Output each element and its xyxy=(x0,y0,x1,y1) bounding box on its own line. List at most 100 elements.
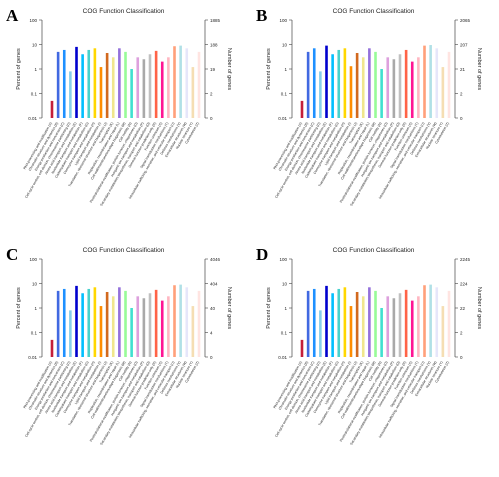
bar xyxy=(423,45,426,118)
y-axis-label: Percent of genes xyxy=(16,48,22,90)
bar xyxy=(380,308,383,357)
chart-title: COG Function Classification xyxy=(333,247,415,254)
bar xyxy=(130,308,133,357)
panel-letter: C xyxy=(6,245,19,264)
bar xyxy=(392,298,396,357)
y2-tick-label: 2065 xyxy=(460,18,471,23)
bar xyxy=(62,288,66,357)
y2-tick-label: 2 xyxy=(210,92,213,97)
y2-tick-label: 22 xyxy=(460,306,466,311)
y-tick-label: 0.01 xyxy=(28,355,37,360)
y-axis-label: Percent of genes xyxy=(266,48,272,90)
bar xyxy=(160,300,164,357)
chart-title: COG Function Classification xyxy=(83,247,165,254)
bar xyxy=(69,71,72,118)
bar xyxy=(441,67,445,118)
bar xyxy=(118,287,121,357)
y2-axis-label: Number of genes xyxy=(226,48,232,90)
bar xyxy=(173,285,176,357)
y-tick-label: 1 xyxy=(34,306,37,311)
bar xyxy=(154,289,158,357)
y-tick-label: 0.01 xyxy=(278,116,287,121)
panel-letter: B xyxy=(256,6,268,25)
bar xyxy=(130,69,133,118)
y-tick-label: 100 xyxy=(279,18,287,23)
bar xyxy=(179,45,182,118)
chart-title: COG Function Classification xyxy=(83,8,165,15)
y-tick-label: 0.1 xyxy=(281,331,288,336)
bar xyxy=(179,284,182,357)
y2-axis-label: Number of genes xyxy=(476,48,482,90)
y-tick-label: 0.01 xyxy=(28,116,37,121)
bar xyxy=(111,296,115,357)
bar xyxy=(99,306,103,357)
bar xyxy=(447,290,451,357)
bar xyxy=(312,288,316,357)
bar xyxy=(325,45,328,118)
bar xyxy=(75,285,78,357)
bar xyxy=(87,288,91,357)
bar xyxy=(167,57,170,118)
bar xyxy=(56,290,60,357)
bar xyxy=(50,100,54,118)
bar xyxy=(300,339,304,357)
bar xyxy=(410,300,414,357)
y2-tick-label: 2 xyxy=(460,331,463,336)
bar xyxy=(136,57,140,118)
bar xyxy=(124,290,127,357)
bar xyxy=(191,67,195,118)
bar xyxy=(398,54,402,118)
bar xyxy=(380,69,383,118)
bar xyxy=(185,287,189,357)
bar xyxy=(349,306,353,357)
bar xyxy=(386,57,390,118)
y2-tick-label: 188 xyxy=(210,43,218,48)
bar xyxy=(435,287,439,357)
bar xyxy=(355,291,359,357)
bar xyxy=(361,57,365,118)
y-tick-label: 1 xyxy=(34,67,37,72)
bar xyxy=(306,51,310,118)
y-axis-label: Percent of genes xyxy=(266,287,272,329)
bar xyxy=(50,339,54,357)
bar xyxy=(81,54,84,118)
bar xyxy=(312,48,316,118)
bar xyxy=(374,51,377,118)
bar xyxy=(343,287,347,357)
y2-tick-label: 4 xyxy=(210,331,213,336)
y2-tick-label: 2 xyxy=(460,92,463,97)
bar xyxy=(441,306,445,357)
y-tick-label: 1 xyxy=(284,306,287,311)
bar xyxy=(160,61,164,118)
bar xyxy=(69,310,72,357)
bar xyxy=(306,290,310,357)
bar xyxy=(392,59,396,118)
bar xyxy=(111,57,115,118)
y2-axis-label: Number of genes xyxy=(226,287,232,329)
y-tick-label: 10 xyxy=(282,43,288,48)
y2-tick-label: 0 xyxy=(210,116,213,121)
bar xyxy=(429,284,432,357)
bar xyxy=(300,100,304,118)
bar xyxy=(398,293,402,357)
bar xyxy=(99,67,103,118)
bar xyxy=(319,71,322,118)
bar xyxy=(118,48,121,118)
bar xyxy=(185,48,189,118)
y-tick-label: 0.01 xyxy=(278,355,287,360)
y-tick-label: 0.1 xyxy=(31,92,38,97)
cog-chart-a: COG Function Classification 0.01 0.1 1 10 100… xyxy=(16,8,232,207)
y2-tick-label: 2245 xyxy=(460,257,471,262)
y-tick-label: 100 xyxy=(29,18,37,23)
y2-tick-label: 224 xyxy=(460,282,468,287)
y-tick-label: 0.1 xyxy=(281,92,288,97)
bar xyxy=(331,54,334,118)
bar xyxy=(93,48,97,118)
y-tick-label: 10 xyxy=(32,282,38,287)
y2-tick-label: 19 xyxy=(210,67,216,72)
y2-tick-label: 0 xyxy=(210,355,213,360)
cog-chart-d: COG Function Classification 0.01 0.1 1 10 100… xyxy=(266,247,482,446)
panel-b: B COG Function Classification 0.01 0.1 1 10 1… xyxy=(250,0,499,238)
bar xyxy=(404,289,408,357)
bar xyxy=(142,298,146,357)
